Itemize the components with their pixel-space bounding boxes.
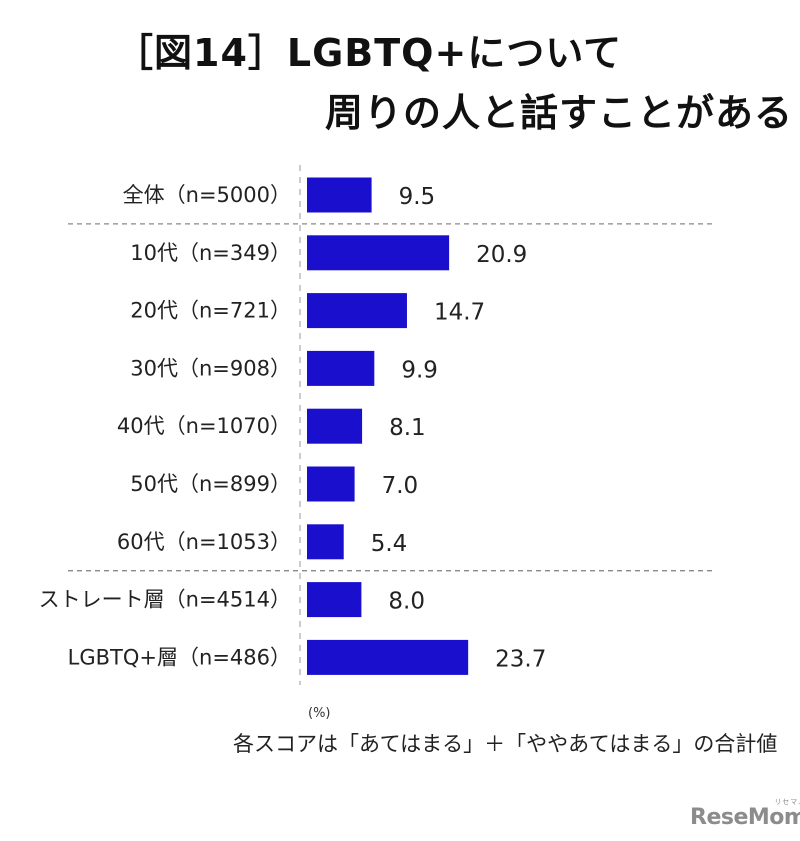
category-label: ストレート層（n=4514） xyxy=(39,588,291,612)
category-label: 50代（n=899） xyxy=(130,472,291,496)
bar xyxy=(307,177,372,213)
category-label: 20代（n=721） xyxy=(130,299,291,323)
chart-title-line2: 周りの人と話すことがある xyxy=(325,91,794,135)
logo-small-text: リセマム xyxy=(774,798,800,806)
value-label: 8.1 xyxy=(389,415,426,441)
value-label: 23.7 xyxy=(495,646,546,672)
bar xyxy=(307,235,450,271)
category-label: 全体（n=5000） xyxy=(123,183,291,207)
bar xyxy=(307,293,407,329)
value-label: 9.9 xyxy=(401,357,438,383)
bar xyxy=(307,408,363,444)
resemom-logo: ReseMom リセマム xyxy=(690,798,800,830)
bar xyxy=(307,582,362,618)
category-label: 10代（n=349） xyxy=(130,241,291,265)
bar xyxy=(307,524,344,560)
logo-text: ReseMom xyxy=(690,805,800,830)
unit-label: (%) xyxy=(308,706,331,721)
value-label: 7.0 xyxy=(382,473,419,499)
footnote: 各スコアは「あてはまる」＋「ややあてはまる」の合計値 xyxy=(233,732,778,756)
bar xyxy=(307,639,469,675)
category-label: 30代（n=908） xyxy=(130,356,291,380)
value-label: 8.0 xyxy=(388,589,425,615)
value-label: 14.7 xyxy=(434,300,485,326)
value-label: 9.5 xyxy=(399,184,436,210)
value-label: 20.9 xyxy=(476,242,527,268)
category-label: 40代（n=1070） xyxy=(117,414,291,438)
value-label: 5.4 xyxy=(371,531,408,557)
chart-title-line1: ［図14］LGBTQ+について xyxy=(115,31,623,75)
category-label: 60代（n=1053） xyxy=(117,530,291,554)
category-label: LGBTQ+層（n=486） xyxy=(68,645,291,669)
bar xyxy=(307,350,375,386)
bar xyxy=(307,466,355,502)
